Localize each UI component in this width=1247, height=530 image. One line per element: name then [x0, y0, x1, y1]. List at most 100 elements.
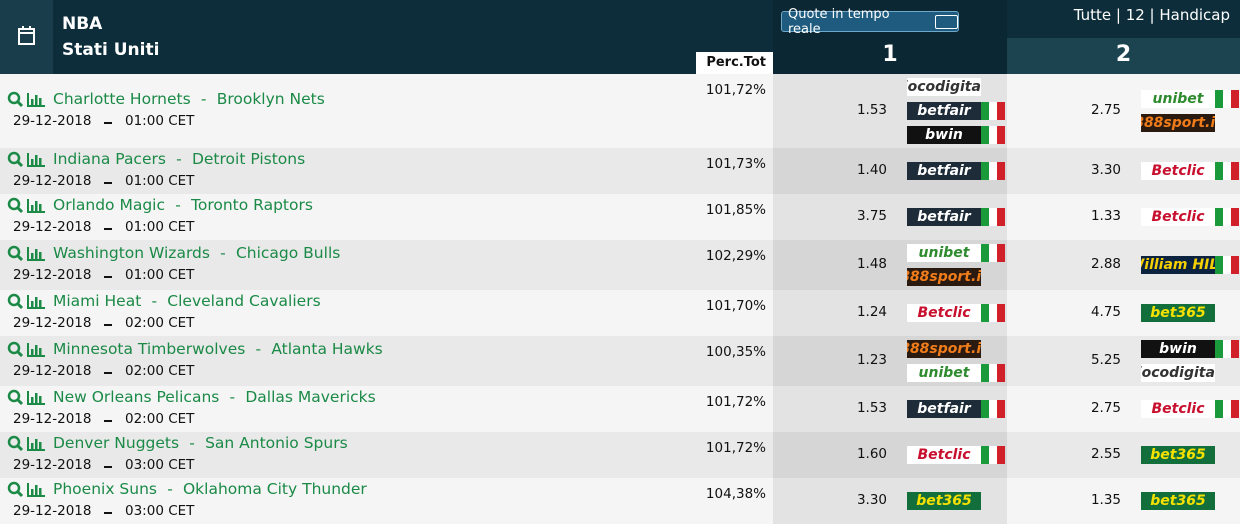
- row-icons[interactable]: [7, 481, 45, 499]
- bookmaker[interactable]: betfair: [907, 399, 1005, 419]
- bookmaker[interactable]: bet365: [1141, 303, 1215, 323]
- odd[interactable]: 2.55: [1090, 446, 1121, 462]
- bookmaker-logo[interactable]: 888sport.it: [907, 340, 981, 358]
- match-teams[interactable]: Washington Wizards ‑ Chicago Bulls: [53, 244, 341, 262]
- row-icons[interactable]: [7, 151, 45, 169]
- odd[interactable]: 3.30: [1090, 162, 1121, 178]
- away-team[interactable]: Oklahoma City Thunder: [182, 480, 367, 498]
- bookmaker-logo[interactable]: William HILL: [1141, 256, 1215, 274]
- bookmaker-logo[interactable]: betfair: [907, 208, 981, 226]
- odd[interactable]: 1.53: [856, 400, 887, 416]
- bookmaker-logo[interactable]: bet365: [1141, 446, 1215, 464]
- odd[interactable]: 1.53: [856, 102, 887, 118]
- bookmaker[interactable]: betfair: [907, 207, 1005, 227]
- odd[interactable]: 3.30: [856, 492, 887, 508]
- icons[interactable]: [7, 341, 45, 363]
- odd[interactable]: 1.24: [856, 304, 887, 320]
- bookmaker[interactable]: 888sport.it: [907, 339, 981, 359]
- row-icons[interactable]: [7, 435, 45, 453]
- odd[interactable]: 2.88: [1090, 256, 1121, 272]
- bookmaker-logo[interactable]: betfair: [907, 400, 981, 418]
- match-teams[interactable]: Miami Heat ‑ Cleveland Cavaliers: [53, 292, 321, 310]
- bookmaker[interactable]: betfair: [907, 101, 1005, 121]
- home-team[interactable]: New Orleans Pelicans: [53, 388, 220, 406]
- home-team[interactable]: Phoenix Suns: [53, 480, 157, 498]
- match-teams[interactable]: Phoenix Suns ‑ Oklahoma City Thunder: [53, 480, 367, 498]
- bookmaker[interactable]: Betclic: [1141, 161, 1239, 181]
- icons[interactable]: [7, 91, 45, 113]
- live-odds-button[interactable]: Quote in tempo reale: [781, 7, 959, 37]
- bookmaker-logo[interactable]: bet365: [1141, 304, 1215, 322]
- bookmaker[interactable]: Betclic: [907, 445, 1005, 465]
- row-icons[interactable]: [7, 91, 45, 109]
- bookmaker-logo[interactable]: 888sport.it: [1141, 114, 1215, 132]
- bookmaker-logo[interactable]: bet365: [907, 492, 981, 510]
- away-team[interactable]: Cleveland Cavaliers: [167, 292, 321, 310]
- bookmaker-logo[interactable]: unibet: [907, 364, 981, 382]
- bookmaker[interactable]: bwin: [1141, 339, 1239, 359]
- bookmaker[interactable]: giocodigitale: [907, 77, 981, 97]
- market-filter[interactable]: Tutte | 12 | Handicap: [1073, 6, 1230, 24]
- bookmaker-logo[interactable]: unibet: [907, 244, 981, 262]
- match-teams[interactable]: Minnesota Timberwolves ‑ Atlanta Hawks: [53, 340, 383, 358]
- bookmaker-logo[interactable]: Betclic: [1141, 400, 1215, 418]
- home-team[interactable]: Minnesota Timberwolves: [53, 340, 246, 358]
- match-teams[interactable]: Orlando Magic ‑ Toronto Raptors: [53, 196, 313, 214]
- home-team[interactable]: Orlando Magic: [53, 196, 165, 214]
- bookmaker-logo[interactable]: betfair: [907, 162, 981, 180]
- odd[interactable]: 1.35: [1090, 492, 1121, 508]
- row-icons[interactable]: [7, 389, 45, 407]
- icons[interactable]: [7, 151, 45, 173]
- row-icons[interactable]: [7, 293, 45, 311]
- icons[interactable]: [7, 197, 45, 219]
- bookmaker-logo[interactable]: unibet: [1141, 90, 1215, 108]
- match-teams[interactable]: Indiana Pacers ‑ Detroit Pistons: [53, 150, 306, 168]
- bookmaker-logo[interactable]: bwin: [907, 126, 981, 144]
- bookmaker[interactable]: Betclic: [1141, 207, 1239, 227]
- bookmaker[interactable]: unibet: [1141, 89, 1239, 109]
- away-team[interactable]: San Antonio Spurs: [205, 434, 348, 452]
- bookmaker[interactable]: bet365: [907, 491, 981, 511]
- icons[interactable]: [7, 481, 45, 503]
- bookmaker-logo[interactable]: giocodigitale: [1141, 364, 1215, 382]
- odd[interactable]: 5.25: [1090, 352, 1121, 368]
- bookmaker-logo[interactable]: Betclic: [907, 446, 981, 464]
- odd[interactable]: 1.48: [856, 256, 887, 272]
- bookmaker-logo[interactable]: giocodigitale: [907, 78, 981, 96]
- bookmaker-logo[interactable]: Betclic: [907, 304, 981, 322]
- away-team[interactable]: Toronto Raptors: [191, 196, 313, 214]
- icons[interactable]: [7, 245, 45, 267]
- bookmaker-logo[interactable]: 888sport.it: [907, 268, 981, 286]
- row-icons[interactable]: [7, 197, 45, 215]
- bookmaker[interactable]: 888sport.it: [907, 267, 981, 287]
- away-team[interactable]: Atlanta Hawks: [271, 340, 383, 358]
- bookmaker[interactable]: bwin: [907, 125, 1005, 145]
- home-team[interactable]: Washington Wizards: [53, 244, 210, 262]
- row-icons[interactable]: [7, 341, 45, 359]
- bookmaker[interactable]: William HILL: [1141, 255, 1239, 275]
- bookmaker[interactable]: unibet: [907, 363, 1005, 383]
- bookmaker[interactable]: giocodigitale: [1141, 363, 1215, 383]
- match-teams[interactable]: Charlotte Hornets ‑ Brooklyn Nets: [53, 90, 325, 108]
- home-team[interactable]: Denver Nuggets: [53, 434, 180, 452]
- bookmaker[interactable]: 888sport.it: [1141, 113, 1215, 133]
- bookmaker-logo[interactable]: Betclic: [1141, 162, 1215, 180]
- bookmaker[interactable]: betfair: [907, 161, 1005, 181]
- icons[interactable]: [7, 389, 45, 411]
- bookmaker-logo[interactable]: betfair: [907, 102, 981, 120]
- odd[interactable]: 3.75: [856, 208, 887, 224]
- odd[interactable]: 1.60: [856, 446, 887, 462]
- odd[interactable]: 1.40: [856, 162, 887, 178]
- bookmaker-logo[interactable]: bet365: [1141, 492, 1215, 510]
- row-icons[interactable]: [7, 245, 45, 263]
- bookmaker[interactable]: Betclic: [907, 303, 1005, 323]
- away-team[interactable]: Dallas Mavericks: [245, 388, 376, 406]
- match-teams[interactable]: New Orleans Pelicans ‑ Dallas Mavericks: [53, 388, 376, 406]
- odd[interactable]: 1.33: [1090, 208, 1121, 224]
- bookmaker[interactable]: bet365: [1141, 491, 1215, 511]
- bookmaker[interactable]: bet365: [1141, 445, 1215, 465]
- icons[interactable]: [7, 293, 45, 315]
- away-team[interactable]: Chicago Bulls: [235, 244, 341, 262]
- odd[interactable]: 1.23: [856, 352, 887, 368]
- home-team[interactable]: Miami Heat: [53, 292, 142, 310]
